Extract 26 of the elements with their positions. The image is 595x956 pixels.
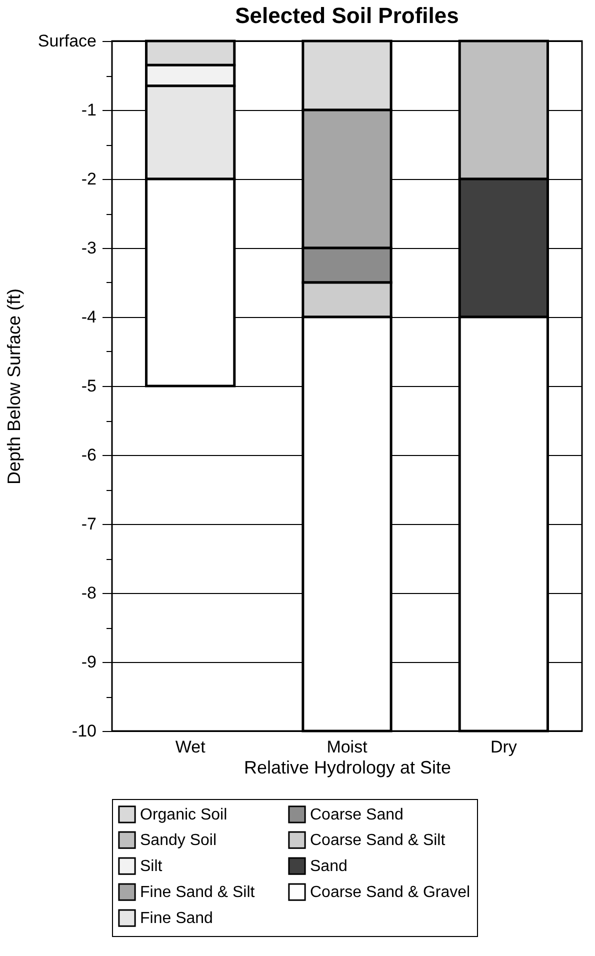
y-tick-label: -10 bbox=[72, 722, 96, 740]
y-tick-label: -6 bbox=[81, 446, 96, 464]
legend-label: Coarse Sand bbox=[310, 806, 404, 824]
y-tick-label: -7 bbox=[81, 514, 96, 534]
y-tick-label: -5 bbox=[81, 376, 96, 396]
legend-label: Fine Sand & Silt bbox=[140, 884, 256, 901]
y-axis-title: Depth Below Surface (ft) bbox=[4, 288, 24, 485]
legend-label: Silt bbox=[140, 858, 163, 875]
legend-label: Fine Sand bbox=[140, 910, 213, 927]
y-tick-label: -1 bbox=[81, 100, 96, 120]
legend-label: Organic Soil bbox=[140, 806, 228, 824]
legend-label: Coarse Sand & Gravel bbox=[310, 884, 470, 901]
legend-label: Sand bbox=[310, 858, 348, 875]
y-tick-label: -8 bbox=[81, 584, 96, 602]
x-axis-title: Relative Hydrology at Site bbox=[244, 758, 452, 778]
y-tick-label: -2 bbox=[81, 170, 96, 188]
x-tick-label: Moist bbox=[326, 738, 368, 756]
y-tick-label: -3 bbox=[81, 238, 96, 258]
y-tick-label: -9 bbox=[81, 652, 96, 672]
legend-label: Coarse Sand & Silt bbox=[310, 832, 446, 849]
x-tick-label: Wet bbox=[175, 738, 206, 756]
y-tick-label: -4 bbox=[81, 308, 96, 326]
x-tick-label: Dry bbox=[490, 738, 518, 756]
y-tick-label: Surface bbox=[38, 32, 96, 50]
legend-label: Sandy Soil bbox=[140, 832, 216, 849]
chart-title: Selected Soil Profiles bbox=[235, 3, 459, 28]
